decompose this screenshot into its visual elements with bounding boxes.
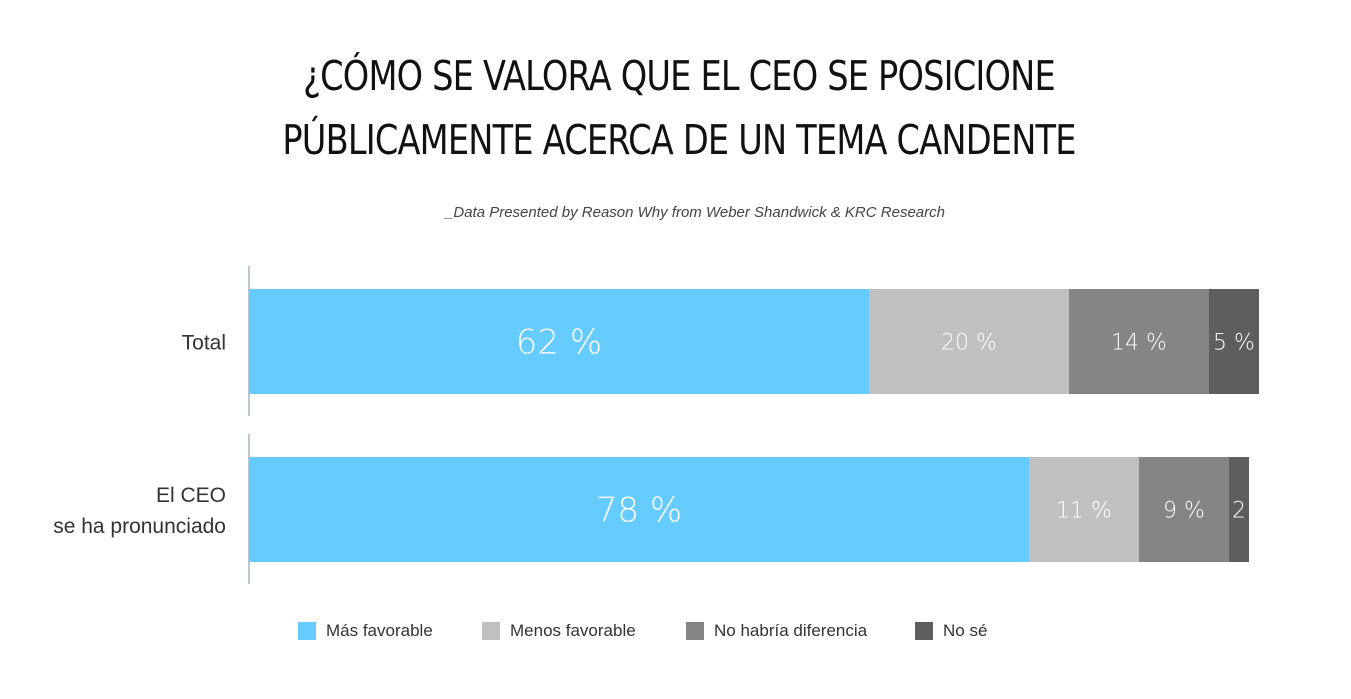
bar-segment — [249, 457, 1029, 562]
bar-segment — [869, 289, 1069, 394]
data-label: 14 % — [1111, 330, 1167, 355]
data-label: 78 % — [596, 491, 682, 531]
legend-label: No sé — [943, 621, 988, 640]
legend-swatch — [915, 622, 933, 640]
category-label: El CEO — [156, 484, 226, 507]
chart-subtitle: _Data Presented by Reason Why from Weber… — [445, 204, 945, 221]
data-label: 9 % — [1163, 498, 1205, 523]
legend-label: Más favorable — [326, 621, 433, 640]
bar-segment — [1139, 457, 1229, 562]
bar-segment — [1069, 289, 1209, 394]
chart-title-line-1: ¿CÓMO SE VALORA QUE EL CEO SE POSICIONE — [303, 52, 1056, 100]
legend-label: No habría diferencia — [714, 621, 868, 640]
data-label: 20 % — [941, 330, 997, 355]
bar-segment — [1029, 457, 1139, 562]
legend-swatch — [686, 622, 704, 640]
legend-item: No sé — [915, 621, 987, 641]
category-label: Total — [182, 332, 226, 355]
chart-title: ¿CÓMO SE VALORA QUE EL CEO SE POSICIONE … — [125, 44, 1233, 172]
bar-segment — [1229, 457, 1249, 562]
category-label: se ha pronunciado — [53, 515, 226, 538]
bar-segment — [1209, 289, 1259, 394]
legend-item: Menos favorable — [482, 621, 636, 641]
data-label: 2 — [1232, 498, 1246, 523]
chart-title-line-2: PÚBLICAMENTE ACERCA DE UN TEMA CANDENTE — [282, 116, 1076, 164]
legend-item: No habría diferencia — [686, 621, 867, 641]
legend-swatch — [298, 622, 316, 640]
legend-item: Más favorable — [298, 621, 433, 641]
bar-segment — [249, 289, 869, 394]
data-label: 11 % — [1056, 498, 1112, 523]
data-label: 62 % — [516, 323, 602, 363]
data-label: 5 % — [1213, 330, 1255, 355]
legend-swatch — [482, 622, 500, 640]
legend-label: Menos favorable — [510, 621, 636, 640]
